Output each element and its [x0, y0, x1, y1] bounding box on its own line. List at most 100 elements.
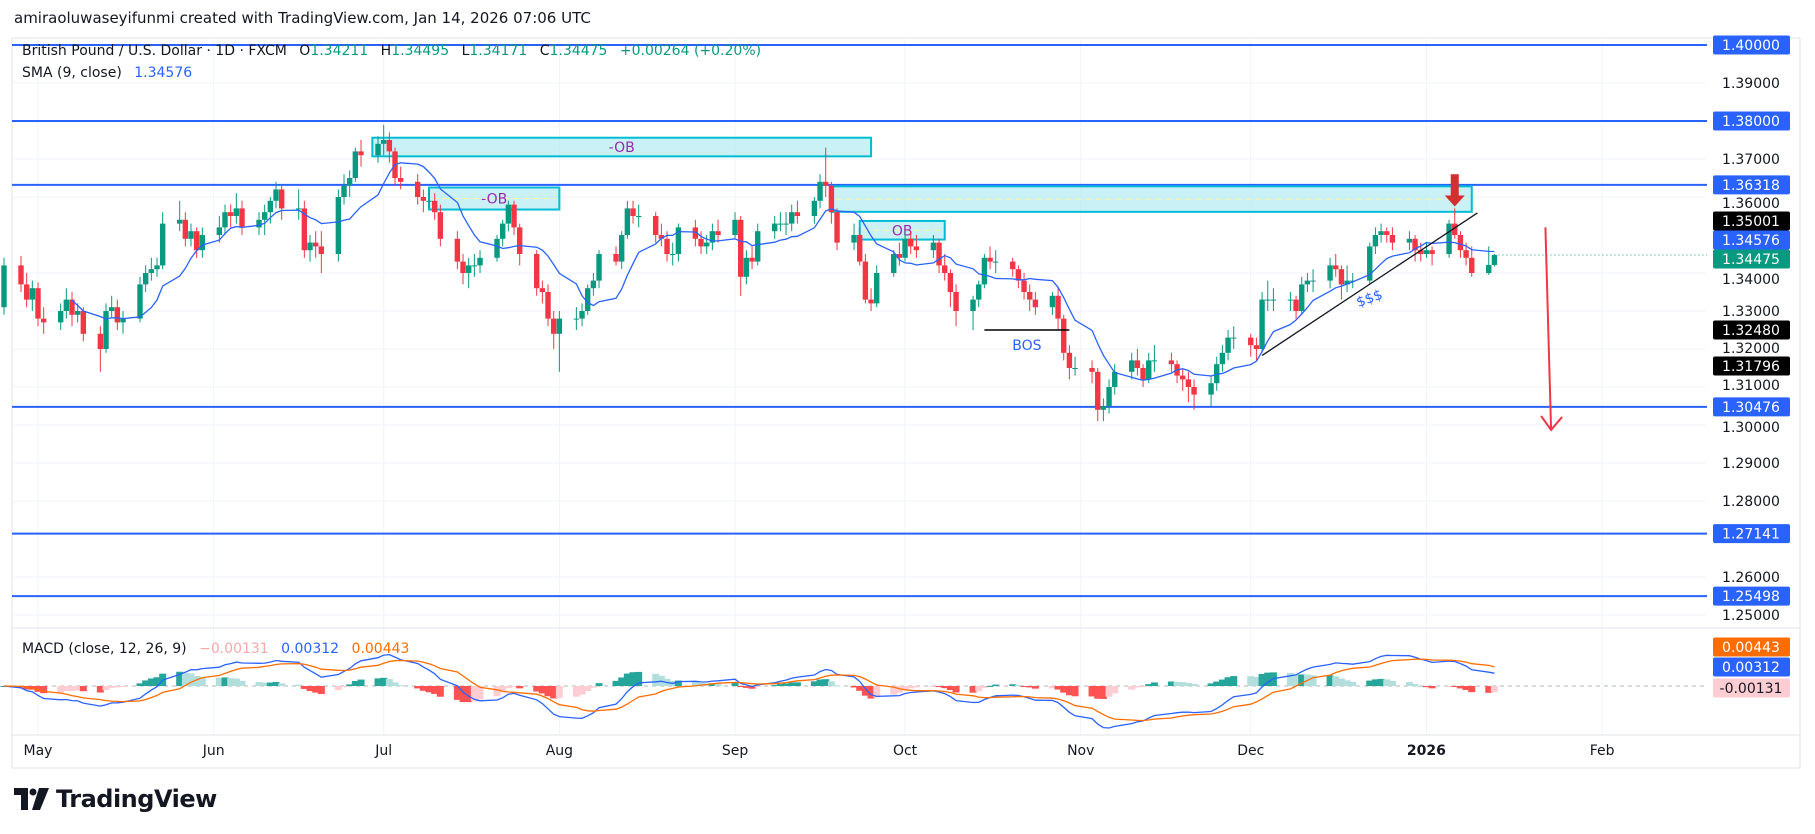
macd-histogram-bar: [1190, 683, 1198, 686]
candle-down: [539, 288, 546, 292]
macd-histogram-bar: [470, 686, 478, 702]
price-tick-label: 1.25000: [1722, 608, 1780, 624]
time-tick-label: Jun: [202, 743, 225, 759]
candle-down: [239, 208, 245, 228]
macd-histogram-bar: [595, 683, 603, 686]
symbol-name[interactable]: British Pound / U.S. Dollar · 1D · FXCM: [22, 43, 287, 59]
candle-up: [29, 288, 36, 300]
high-value: 1.34495: [391, 43, 450, 59]
macd-legend[interactable]: MACD (close, 12, 26, 9) −0.00131 0.00312…: [22, 641, 409, 657]
sma-legend[interactable]: SMA (9, close) 1.34576: [22, 65, 192, 81]
macd-histogram-bar: [136, 683, 144, 686]
macd-histogram-bar: [1009, 684, 1017, 686]
macd-histogram-bar: [425, 686, 433, 693]
level-badge[interactable]: [1713, 111, 1790, 131]
macd-value-badge-label: -0.00131: [1720, 681, 1783, 697]
macd-histogram-bar: [68, 686, 76, 691]
marked-price-badge[interactable]: [1713, 320, 1790, 340]
candle-up: [341, 185, 347, 197]
candle-up: [1270, 299, 1277, 301]
candle-up: [789, 212, 795, 224]
candle-down: [942, 265, 948, 273]
candle-up: [993, 261, 999, 263]
macd-histogram-bar: [346, 684, 354, 686]
candle-down: [1185, 379, 1192, 387]
liquidity-label: $$$: [1354, 287, 1385, 311]
candle-up: [307, 242, 313, 251]
open-label: O: [299, 43, 311, 59]
macd-histogram-bar: [691, 681, 699, 686]
macd-histogram-bar: [1298, 674, 1306, 686]
price-axis[interactable]: 1.39000 1.37000 1.36000 1.34000 1.33000 1.320…: [1713, 35, 1790, 698]
macd-pane: [0, 653, 1707, 729]
candle-up: [1378, 231, 1384, 235]
candle-down: [1055, 295, 1061, 319]
price-tick-label: 1.36000: [1722, 196, 1780, 212]
marked-price-badge[interactable]: [1713, 356, 1790, 376]
macd-histogram-bar: [1490, 686, 1498, 693]
macd-histogram-bar: [1292, 674, 1300, 686]
time-axis[interactable]: May Jun Jul Aug Sep Oct Nov Dec 2026 Feb: [24, 743, 1615, 759]
trendline[interactable]: [1261, 212, 1478, 357]
level-badge[interactable]: [1713, 586, 1790, 606]
candle-up: [817, 181, 823, 201]
candle-down: [987, 257, 993, 262]
candle-up: [976, 284, 982, 300]
candle-up: [1151, 360, 1158, 362]
macd-histogram-bar: [742, 686, 750, 688]
candle-down: [511, 204, 517, 228]
macd-histogram-bar: [317, 686, 325, 694]
macd-histogram-bar: [776, 684, 784, 686]
tradingview-logo[interactable]: TradingView: [14, 785, 217, 813]
candle-up: [851, 235, 857, 243]
candle-up: [1310, 280, 1316, 282]
candle-up: [471, 265, 478, 267]
macd-histogram-bar: [1218, 679, 1226, 686]
level-badge[interactable]: [1713, 397, 1790, 417]
macd-histogram-bar: [385, 679, 393, 686]
candle-up: [811, 200, 818, 216]
candle-up: [1100, 406, 1107, 410]
macd-histogram-bar: [198, 677, 206, 686]
marked-price-badge-label: 1.32480: [1722, 323, 1780, 339]
candle-up: [256, 219, 262, 228]
macd-histogram-bar: [272, 681, 280, 686]
macd-histogram-bar: [975, 686, 983, 692]
macd-histogram-bar: [1264, 672, 1272, 686]
candle-down: [896, 254, 903, 258]
macd-histogram-bar: [652, 673, 660, 686]
macd-value-badge[interactable]: [1713, 637, 1790, 657]
marked-price-badge[interactable]: [1713, 230, 1790, 250]
down-arrow-marker[interactable]: [1444, 174, 1465, 207]
macd-histogram-bar: [306, 686, 314, 692]
level-badge[interactable]: [1713, 175, 1790, 195]
macd-histogram-bar: [1422, 686, 1430, 688]
macd-signal-value: 0.00443: [351, 641, 410, 657]
order-block-box[interactable]: [371, 136, 873, 158]
candle-up: [891, 254, 897, 273]
level-badge[interactable]: [1713, 524, 1790, 544]
candle-up: [57, 311, 64, 323]
level-badge[interactable]: [1713, 35, 1790, 55]
level-badge-label: 1.25498: [1722, 589, 1780, 605]
time-tick-label: Oct: [893, 743, 918, 759]
macd-histogram-bar: [873, 686, 881, 698]
macd-histogram-bar: [992, 684, 1000, 686]
candle-down: [738, 219, 744, 277]
order-block-zones[interactable]: -OB -OB OB: [371, 136, 1473, 241]
macd-histogram-bar: [827, 681, 835, 686]
macd-histogram-bar: [397, 685, 405, 687]
marked-price-badge[interactable]: [1713, 211, 1790, 231]
candle-down: [301, 208, 308, 251]
macd-value-badge[interactable]: [1713, 678, 1790, 698]
macd-value-badge[interactable]: [1713, 657, 1790, 677]
annotations[interactable]: BOS $$$: [984, 174, 1563, 432]
time-tick-label: Dec: [1237, 743, 1264, 759]
macd-histogram-bar: [572, 686, 580, 697]
candle-up: [619, 235, 625, 262]
candle-down: [692, 227, 699, 239]
marked-price-badge[interactable]: [1713, 249, 1790, 269]
projection-arrow-line[interactable]: [1544, 227, 1553, 430]
horizontal-levels[interactable]: [12, 44, 1707, 598]
